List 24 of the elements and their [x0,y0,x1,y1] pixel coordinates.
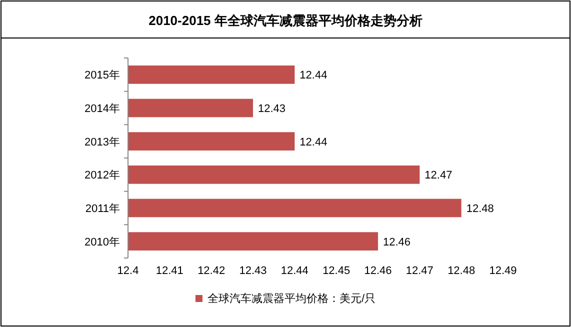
x-tick-label: 12.48 [448,265,476,277]
y-tick-label: 2015年 [84,70,120,82]
x-tick-label: 12.4 [117,265,139,277]
x-tick-label: 12.49 [489,265,517,277]
x-tick-label: 12.43 [239,265,267,277]
x-tick-label: 12.42 [198,265,226,277]
y-tick-label: 2013年 [84,136,120,148]
y-tick-label: 2014年 [84,103,120,115]
data-label: 12.46 [383,236,411,248]
y-tick-label: 2012年 [84,170,120,182]
x-tick-label: 12.47 [406,265,434,277]
data-label: 12.44 [300,136,328,148]
chart-title: 2010-2015 年全球汽车减震器平均价格走势分析 [148,13,422,28]
y-tick-label: 2010年 [84,236,120,248]
x-tick-label: 12.41 [156,265,184,277]
data-label: 12.48 [466,203,494,215]
legend-label: 全球汽车减震器平均价格：美元/只 [207,292,376,305]
data-label: 12.47 [424,170,452,182]
x-tick-label: 12.44 [280,265,308,277]
data-label: 12.43 [258,103,286,115]
data-label: 12.44 [300,70,328,82]
x-tick-label: 12.45 [322,265,350,277]
y-tick-label: 2011年 [85,203,120,215]
x-tick-label: 12.46 [364,265,392,277]
